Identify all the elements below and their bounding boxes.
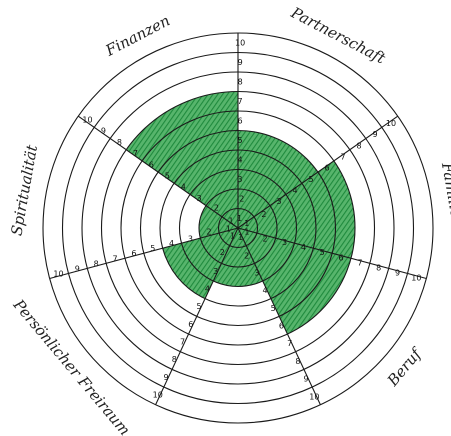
ring-number: 2 <box>261 210 266 219</box>
ring-number: 6 <box>279 322 284 331</box>
spoke-5 <box>155 227 239 405</box>
ring-number: 4 <box>169 239 174 248</box>
category-label: Partnerschaft <box>287 3 389 68</box>
ring-number: 2 <box>214 204 219 213</box>
ring-number: 9 <box>372 130 377 139</box>
ring-number: 3 <box>276 197 281 206</box>
ring-number: 10 <box>235 38 245 47</box>
ring-number: 2 <box>262 235 267 244</box>
ring-number: 9 <box>395 268 400 277</box>
ring-number: 1 <box>244 227 249 236</box>
ring-number: 9 <box>163 373 168 382</box>
ring-number: 3 <box>188 234 193 243</box>
ring-number: 5 <box>271 304 276 313</box>
ring-number: 3 <box>197 194 202 203</box>
segment-fill-7 <box>126 91 238 228</box>
segment-fill-1 <box>238 130 318 228</box>
ring-number: 5 <box>165 172 170 181</box>
category-label: Familie <box>438 160 451 219</box>
ring-number: 7 <box>112 254 117 263</box>
ring-number: 4 <box>301 243 306 252</box>
wheel-spokes <box>49 33 427 405</box>
ring-number: 6 <box>238 116 243 125</box>
spoke-4 <box>237 227 321 405</box>
spoke-7 <box>77 115 239 229</box>
ring-number: 10 <box>309 392 319 401</box>
ring-number: 8 <box>117 138 122 147</box>
ring-number: 10 <box>386 119 396 128</box>
ring-number: 8 <box>295 357 300 366</box>
ring-number: 10 <box>153 390 163 399</box>
ring-number: 9 <box>101 127 106 136</box>
ring-number: 5 <box>197 302 202 311</box>
ring-number: 2 <box>220 248 225 257</box>
ring-number: 1 <box>226 225 231 234</box>
ring-number: 4 <box>181 183 186 192</box>
ring-number: 2 <box>244 251 249 260</box>
ring-number: 6 <box>149 160 154 169</box>
ring-number: 5 <box>150 244 155 253</box>
ring-number: 6 <box>188 320 193 329</box>
ring-number: 5 <box>308 175 313 184</box>
ring-number: 7 <box>180 337 185 346</box>
ring-number: 7 <box>357 258 362 267</box>
ring-number: 9 <box>304 375 309 384</box>
ring-number: 8 <box>356 141 361 150</box>
ring-number: 6 <box>131 249 136 258</box>
ring-number: 10 <box>411 274 421 283</box>
ring-number: 1 <box>228 217 233 226</box>
ring-number: 1 <box>237 214 242 223</box>
ring-number: 7 <box>238 97 243 106</box>
spoke-6 <box>49 227 239 280</box>
category-label: Persönlicher Freiraum <box>9 295 134 436</box>
ring-number: 5 <box>237 136 242 145</box>
ring-number: 7 <box>133 149 138 158</box>
spoke-2 <box>237 115 399 229</box>
ring-number: 4 <box>292 186 297 195</box>
ring-number: 6 <box>324 164 329 173</box>
ring-number: 10 <box>53 269 63 278</box>
ring-number: 7 <box>340 153 345 162</box>
ring-number: 1 <box>244 219 249 228</box>
filled-segments <box>126 91 356 335</box>
ring-number: 9 <box>75 264 80 273</box>
ring-number: 4 <box>262 286 267 295</box>
ring-number: 8 <box>172 355 177 364</box>
ring-number: 3 <box>254 268 259 277</box>
segment-fill-6 <box>199 205 238 239</box>
ring-number: 3 <box>237 175 242 184</box>
ring-number: 4 <box>205 284 210 293</box>
ring-number: 8 <box>94 259 99 268</box>
ring-number: 2 <box>239 195 244 204</box>
spoke-3 <box>237 227 427 280</box>
ring-number: 5 <box>320 248 325 257</box>
category-label: Spiritualität <box>7 143 41 238</box>
ring-number: 10 <box>82 115 92 124</box>
ring-number: 6 <box>338 253 343 262</box>
ring-number: 1 <box>230 232 235 241</box>
segment-fill-4 <box>213 228 263 287</box>
ring-number: 3 <box>213 267 218 276</box>
ring-number: 3 <box>282 238 287 247</box>
ring-number: 8 <box>376 263 381 272</box>
ring-number: 8 <box>238 77 243 86</box>
category-label: Finanzen <box>102 11 173 60</box>
ring-number: 7 <box>287 339 292 348</box>
ring-number: 4 <box>237 155 242 164</box>
ring-number: 2 <box>206 227 211 236</box>
ring-number: 9 <box>238 58 243 67</box>
ring-number: 1 <box>238 233 243 242</box>
